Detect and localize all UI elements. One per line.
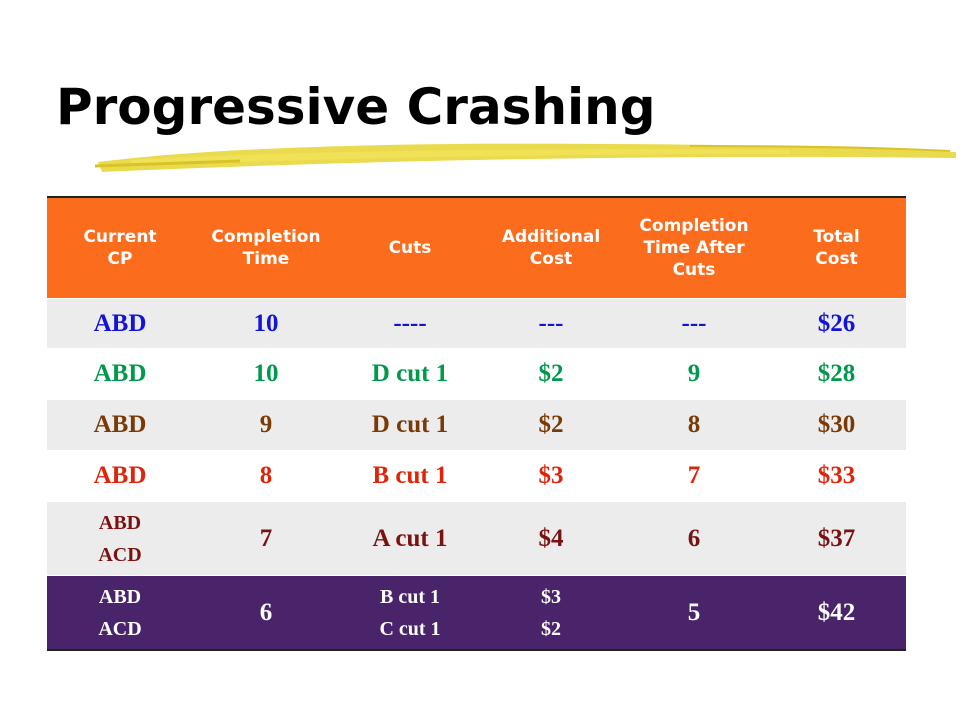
- slide-title: Progressive Crashing: [56, 78, 656, 136]
- cell-total-cost: $33: [767, 450, 906, 502]
- cell-cp: ABD: [47, 298, 193, 349]
- header-current-cp: Current CP: [47, 196, 193, 299]
- header-completion-time-after-cuts: Completion Time After Cuts: [621, 196, 767, 299]
- cell-time: 10: [193, 348, 339, 400]
- cell-additional-cost: $3 $2: [481, 575, 621, 651]
- table-row: ABD 10 D cut 1 $2 9 $28: [47, 348, 906, 400]
- table-header-row: Current CP Completion Time Cuts Additional…: [47, 196, 906, 299]
- cell-time-after: 7: [621, 450, 767, 502]
- crashing-table: Current CP Completion Time Cuts Additional…: [47, 196, 906, 651]
- cell-cp: ABD: [47, 399, 193, 451]
- table-row: ABD 9 D cut 1 $2 8 $30: [47, 399, 906, 451]
- header-completion-time: Completion Time: [193, 196, 339, 299]
- cell-cuts: ----: [339, 298, 481, 349]
- cell-time-after: 9: [621, 348, 767, 400]
- cell-total-cost: $26: [767, 298, 906, 349]
- cell-time-after: ---: [621, 298, 767, 349]
- cell-time: 7: [193, 501, 339, 576]
- cell-time: 6: [193, 575, 339, 651]
- cell-total-cost: $37: [767, 501, 906, 576]
- cell-time-after: 5: [621, 575, 767, 651]
- cell-time: 10: [193, 298, 339, 349]
- header-cuts: Cuts: [339, 196, 481, 299]
- cell-additional-cost: $4: [481, 501, 621, 576]
- cell-additional-cost: $3: [481, 450, 621, 502]
- cell-total-cost: $42: [767, 575, 906, 651]
- cell-cp: ABD: [47, 348, 193, 400]
- cell-cuts: B cut 1: [339, 450, 481, 502]
- cell-cuts: A cut 1: [339, 501, 481, 576]
- highlighter-swoosh-decoration: [94, 143, 956, 172]
- cell-additional-cost: $2: [481, 399, 621, 451]
- cell-time: 8: [193, 450, 339, 502]
- cell-cp: ABD ACD: [47, 575, 193, 651]
- table-row: ABD 10 ---- --- --- $26: [47, 298, 906, 349]
- cell-additional-cost: ---: [481, 298, 621, 349]
- cell-total-cost: $28: [767, 348, 906, 400]
- cell-cp: ABD: [47, 450, 193, 502]
- cell-time-after: 8: [621, 399, 767, 451]
- cell-total-cost: $30: [767, 399, 906, 451]
- table-row: ABD ACD 7 A cut 1 $4 6 $37: [47, 501, 906, 576]
- header-additional-cost: Additional Cost: [481, 196, 621, 299]
- table-row: ABD 8 B cut 1 $3 7 $33: [47, 450, 906, 502]
- cell-time-after: 6: [621, 501, 767, 576]
- cell-cuts: D cut 1: [339, 348, 481, 400]
- cell-cp: ABD ACD: [47, 501, 193, 576]
- header-total-cost: Total Cost: [767, 196, 906, 299]
- cell-additional-cost: $2: [481, 348, 621, 400]
- cell-time: 9: [193, 399, 339, 451]
- cell-cuts: D cut 1: [339, 399, 481, 451]
